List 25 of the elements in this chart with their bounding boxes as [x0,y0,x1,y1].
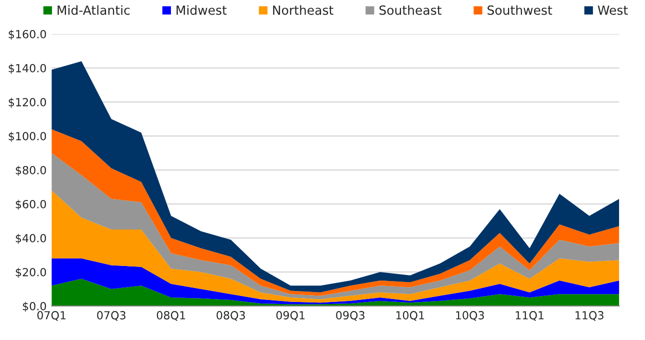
legend-label: Southeast [379,5,442,15]
x-tick-label: 09Q3 [336,311,364,321]
y-tick-label: $0.0 [22,302,46,312]
y-tick-label: $120.0 [8,98,46,108]
x-tick-label: 10Q1 [396,311,424,321]
legend-label: West [598,6,628,15]
x-tick-label: 09Q1 [276,311,305,321]
x-tick-label: 07Q1 [37,311,66,321]
y-tick-label: $100.0 [8,132,46,142]
x-tick-label: 11Q1 [516,311,544,321]
legend-label: Northeast [273,5,334,15]
y-tick-label: $40.0 [16,234,46,244]
legend-label: Mid-Atlantic [58,5,130,15]
x-tick-label: 08Q3 [216,311,245,321]
y-tick-label: $160.0 [8,30,46,40]
x-tick-label: 10Q3 [456,311,484,321]
y-tick-label: $80.0 [16,166,46,176]
legend-label: Midwest [176,5,227,15]
x-tick-label: 07Q3 [97,311,126,321]
y-tick-label: $20.0 [16,268,46,278]
legend-label: Southwest [488,5,552,15]
y-tick-label: $60.0 [16,200,46,210]
x-tick-label: 11Q3 [576,311,604,321]
x-tick-label: 08Q1 [156,311,186,321]
y-tick-label: $140.0 [8,64,46,74]
